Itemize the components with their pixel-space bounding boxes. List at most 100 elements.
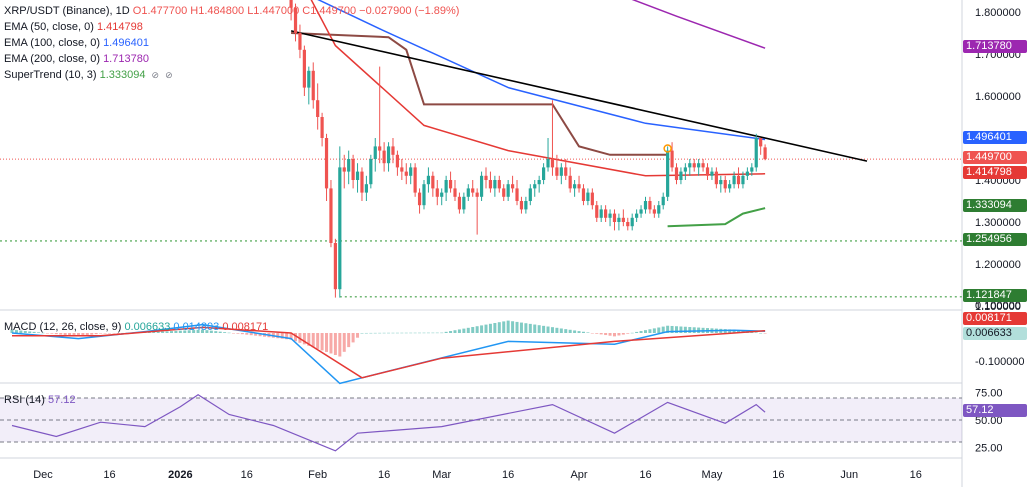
candle-body <box>710 171 714 176</box>
macd-histogram-bar <box>621 333 625 335</box>
macd-histogram-bar <box>351 333 355 343</box>
candle-body <box>413 167 417 193</box>
macd-histogram-bar <box>763 333 767 334</box>
macd-histogram-bar <box>316 333 320 349</box>
candle-body <box>595 205 599 218</box>
candle-body <box>604 209 608 218</box>
macd-histogram-bar <box>307 333 311 346</box>
candle-body <box>670 150 674 168</box>
macd-histogram-bar <box>559 328 563 333</box>
legend-supertrend[interactable]: SuperTrend (10, 3) 1.333094 ⊘ ⊘ <box>4 69 173 81</box>
macd-histogram-bar <box>338 333 342 357</box>
macd-histogram-bar <box>258 333 262 337</box>
macd-histogram-bar <box>564 329 568 333</box>
legend-symbol: XRP/USDT (Binance), 1D <box>4 5 130 17</box>
candle-body <box>763 147 767 160</box>
macd-histogram-bar <box>550 327 554 333</box>
candle-body <box>488 180 493 189</box>
candle-body <box>599 209 603 218</box>
candle-body <box>723 180 727 189</box>
hidden-eye-icon[interactable]: ⊘ <box>151 70 160 80</box>
macd-histogram-bar <box>661 326 665 333</box>
candle-body <box>307 70 311 88</box>
candle-body <box>466 188 470 197</box>
macd-histogram-bar <box>599 333 603 335</box>
macd-histogram-bar <box>41 332 45 334</box>
candle-body <box>590 192 594 206</box>
time-axis-tick: 16 <box>103 469 115 481</box>
candle-body <box>320 117 324 138</box>
legend-ema100-value: 1.496401 <box>103 37 149 49</box>
candle-body <box>555 167 559 176</box>
macd-histogram-bar <box>484 324 488 333</box>
macd-histogram-bar <box>387 332 391 334</box>
ema50-line <box>310 0 766 177</box>
hidden-eye-icon[interactable]: ⊘ <box>165 70 173 80</box>
legend-low: L1.447000 <box>247 5 300 17</box>
legend-ema200-label: EMA (200, close, 0) <box>4 53 100 65</box>
legend-symbol-row: XRP/USDT (Binance), 1D O1.477700 H1.4848… <box>4 5 459 17</box>
macd-histogram-bar <box>169 331 173 333</box>
macd-histogram-bar <box>635 331 639 333</box>
candle-body <box>608 213 612 218</box>
candle-body <box>493 180 497 189</box>
macd-histogram-bar <box>581 331 585 333</box>
macd-histogram-bar <box>435 332 439 334</box>
macd-histogram-bar <box>471 327 475 333</box>
candle-body <box>342 167 346 172</box>
macd-histogram-bar <box>502 321 506 333</box>
legend-rsi[interactable]: RSI (14) 57.12 <box>4 394 76 406</box>
macd-histogram-bar <box>342 333 346 352</box>
macd-histogram-bar <box>254 333 258 336</box>
macd-histogram-bar <box>630 332 634 334</box>
macd-histogram-bar <box>648 329 652 333</box>
time-axis-tick: Apr <box>570 469 587 481</box>
candle-body <box>510 184 515 189</box>
supertrend-signal-marker <box>663 144 672 153</box>
candle-body <box>688 163 692 168</box>
macd-histogram-bar <box>28 331 32 333</box>
legend-ema50[interactable]: EMA (50, close, 0) 1.414798 <box>4 21 143 33</box>
rsi-axis-tick: 25.00 <box>975 443 1003 455</box>
macd-histogram-bar <box>63 333 67 336</box>
candle-body <box>581 188 586 201</box>
candle-body <box>479 175 484 197</box>
macd-histogram-bar <box>280 333 284 339</box>
legend-ema100[interactable]: EMA (100, close, 0) 1.496401 <box>4 37 149 49</box>
ema200-line <box>631 0 766 49</box>
legend-ema200[interactable]: EMA (200, close, 0) 1.713780 <box>4 53 149 65</box>
candle-body <box>652 209 656 214</box>
time-axis-tick: 16 <box>378 469 390 481</box>
price-axis-tick: 1.600000 <box>975 91 1021 103</box>
macd-histogram-bar <box>107 333 111 334</box>
macd-histogram-bar <box>165 331 169 333</box>
candle-body <box>519 201 524 210</box>
candle-body <box>568 175 572 189</box>
time-axis-tick: 16 <box>639 469 651 481</box>
macd-histogram-bar <box>240 333 244 335</box>
ema100-price-tag: 1.496401 <box>963 131 1027 144</box>
candle-body <box>745 171 749 176</box>
legend-rsi-value: 57.12 <box>48 394 76 406</box>
candle-body <box>453 188 457 197</box>
macd-histogram-bar <box>276 333 280 339</box>
macd-histogram-bar <box>542 325 546 333</box>
macd-histogram-bar <box>236 333 240 334</box>
macd-histogram-bar <box>99 333 103 334</box>
candle-body <box>635 213 639 218</box>
candle-body <box>338 167 342 290</box>
macd-histogram-bar <box>679 326 683 333</box>
macd-histogram-bar <box>626 333 630 334</box>
macd-histogram-bar <box>449 331 453 333</box>
legend-macd[interactable]: MACD (12, 26, close, 9) 0.006633 0.01480… <box>4 321 268 333</box>
candle-body <box>550 159 555 168</box>
candle-body <box>422 184 426 206</box>
price-axis-tick: 1.100000 <box>975 301 1021 313</box>
macd-histogram-bar <box>617 333 621 336</box>
macd-histogram-bar <box>488 323 492 333</box>
candle-body <box>400 167 404 172</box>
rsi-band <box>0 398 962 442</box>
support-level-tag: 1.121847 <box>963 289 1027 302</box>
macd-histogram-bar <box>54 333 58 335</box>
